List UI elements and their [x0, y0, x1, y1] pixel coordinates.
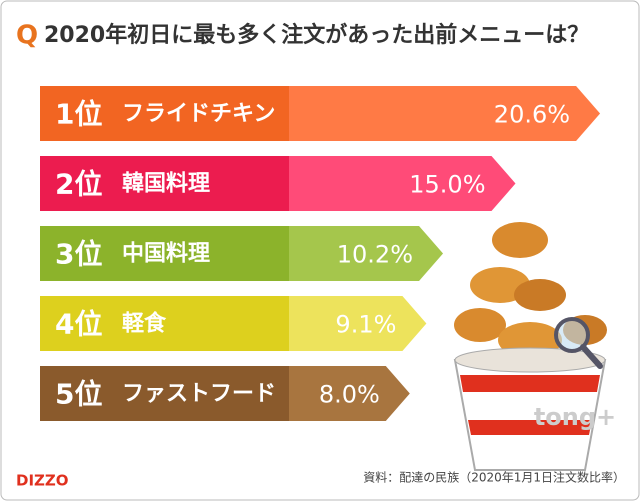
label-box [40, 226, 289, 281]
bar [284, 86, 601, 141]
bar [284, 156, 516, 211]
chart-title: 2020年初日に最も多く注文があった出前メニューは？ [44, 22, 589, 48]
label-box [40, 366, 289, 421]
category-label: ファストフード [122, 382, 276, 407]
label-box [40, 156, 289, 211]
category-label: フライドチキン [122, 102, 275, 127]
bar [284, 296, 427, 351]
chicken-illustration [453, 222, 607, 471]
label-box [40, 86, 289, 141]
bar [284, 226, 444, 281]
source: 資料：配達の民族（2020年1月1日注文数比率） [363, 470, 625, 485]
label-box [40, 296, 289, 351]
rank-label: 1位 [55, 98, 102, 131]
rank-label: 3位 [55, 238, 102, 271]
value-label: 10.2% [337, 241, 413, 269]
title-prefix: Q [16, 21, 38, 51]
value-label: 20.6% [494, 101, 570, 129]
value-label: 8.0% [319, 381, 380, 409]
rank-label: 5位 [55, 378, 102, 411]
category-label: 中国料理 [122, 242, 210, 267]
value-label: 15.0% [409, 171, 485, 199]
brand: DIZZO [16, 472, 69, 490]
rank-label: 2位 [55, 168, 102, 201]
category-label: 軽食 [122, 311, 167, 337]
bar [284, 366, 410, 421]
rank-label: 4位 [55, 308, 102, 341]
value-label: 9.1% [335, 311, 396, 339]
watermark: tong+ [534, 403, 616, 431]
category-label: 韓国料理 [122, 171, 210, 197]
